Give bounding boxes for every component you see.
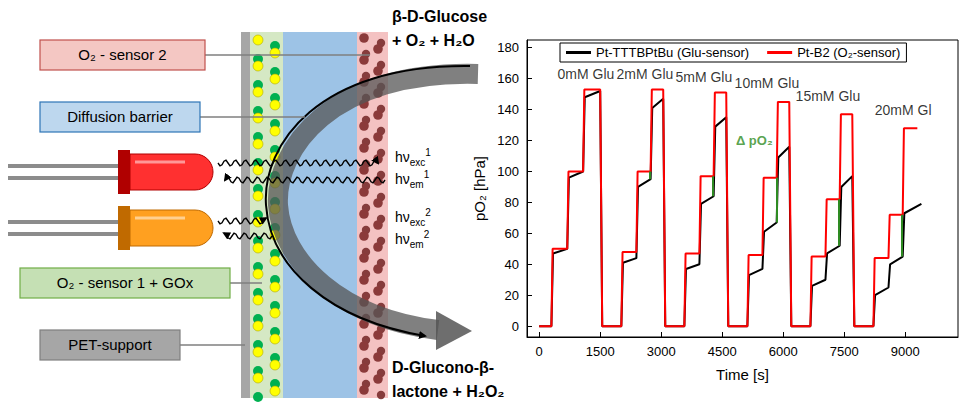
svg-text:15mM Glu: 15mM Glu [796,88,861,104]
svg-text:6000: 6000 [769,344,798,359]
svg-text:+ O₂ + H₂O: + O₂ + H₂O [392,32,475,49]
svg-text:O₂ - sensor 2: O₂ - sensor 2 [78,46,166,63]
svg-text:160: 160 [497,71,519,86]
svg-text:60: 60 [505,226,519,241]
svg-text:Pt-TTTBPtBu (Glu-sensor): Pt-TTTBPtBu (Glu-sensor) [596,45,749,60]
svg-text:20mM Gl: 20mM Gl [875,102,932,118]
svg-text:pO₂ [hPa]: pO₂ [hPa] [471,156,488,221]
svg-text:0: 0 [536,344,543,359]
svg-text:hνexc2: hνexc2 [395,207,431,228]
svg-text:3000: 3000 [647,344,676,359]
svg-text:180: 180 [497,40,519,55]
svg-text:Time [s]: Time [s] [716,366,769,383]
svg-text:D-Glucono-β-: D-Glucono-β- [392,359,494,376]
svg-text:Δ pO₂: Δ pO₂ [736,133,773,148]
svg-text:Diffusion barrier: Diffusion barrier [67,108,173,125]
svg-text:80: 80 [505,195,519,210]
svg-text:0: 0 [512,319,519,334]
svg-text:9000: 9000 [891,344,920,359]
svg-text:40: 40 [505,257,519,272]
svg-text:0mM Glu: 0mM Glu [558,66,615,82]
svg-text:β-D-Glucose: β-D-Glucose [392,8,487,25]
svg-text:1500: 1500 [586,344,615,359]
svg-text:140: 140 [497,102,519,117]
svg-text:120: 120 [497,133,519,148]
svg-text:O₂ - sensor 1 + GOx: O₂ - sensor 1 + GOx [57,274,194,291]
svg-text:100: 100 [497,164,519,179]
svg-text:Pt-B2 (O₂-sensor): Pt-B2 (O₂-sensor) [797,45,900,60]
svg-text:PET-support: PET-support [68,336,152,353]
svg-text:hνexc1: hνexc1 [395,147,431,168]
svg-text:7500: 7500 [830,344,859,359]
svg-text:lactone + H₂O₂: lactone + H₂O₂ [392,383,504,400]
svg-text:2mM Glu: 2mM Glu [617,66,674,82]
svg-text:20: 20 [505,288,519,303]
svg-text:10mM Glu: 10mM Glu [735,75,800,91]
svg-text:5mM Glu: 5mM Glu [675,69,732,85]
svg-text:hνem1: hνem1 [395,169,430,190]
svg-text:hνem2: hνem2 [395,229,430,250]
svg-text:4500: 4500 [708,344,737,359]
